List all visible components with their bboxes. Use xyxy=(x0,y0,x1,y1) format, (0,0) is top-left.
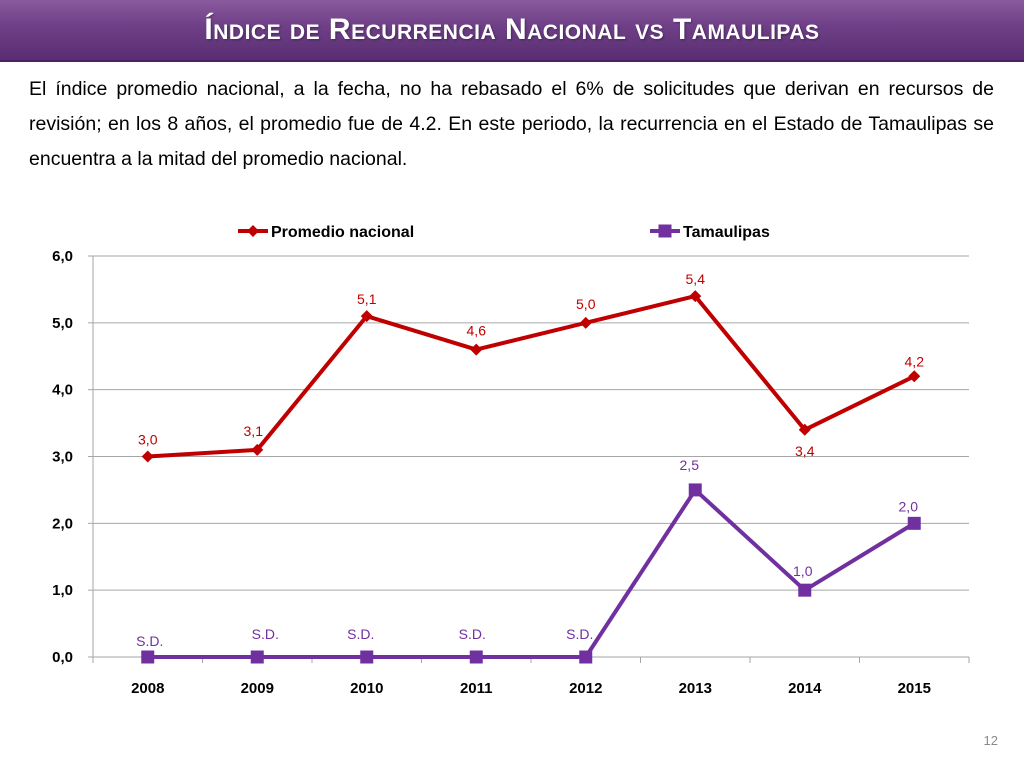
legend-marker-diamond xyxy=(247,225,259,237)
x-tick-label: 2015 xyxy=(898,680,931,697)
x-tick-label: 2011 xyxy=(460,680,493,697)
title-bar xyxy=(0,0,1024,62)
data-label: 2,5 xyxy=(680,457,700,473)
data-label: 1,0 xyxy=(793,563,813,579)
data-point-square xyxy=(798,583,812,597)
y-tick-label: 3,0 xyxy=(52,449,73,466)
legend-label: Tamaulipas xyxy=(683,224,770,241)
body-paragraph: El índice promedio nacional, a la fecha,… xyxy=(29,78,994,170)
data-label: 4,6 xyxy=(467,323,487,339)
data-label: 5,4 xyxy=(686,271,706,287)
data-point-square xyxy=(250,650,264,664)
axes: 0,0 1,0 2,0 3,0 4,0 5,0 6,0 2008 2009 2010 2011 201… xyxy=(52,248,970,697)
legend-marker-square xyxy=(658,224,672,238)
data-point-diamond xyxy=(798,423,811,436)
data-point-diamond xyxy=(360,310,373,323)
x-tick-label: 2014 xyxy=(788,680,822,697)
data-label: 4,2 xyxy=(905,353,925,369)
data-point-diamond xyxy=(470,343,483,356)
x-tick-label: 2012 xyxy=(569,680,602,697)
data-point-diamond xyxy=(141,450,154,463)
y-tick-label: 2,0 xyxy=(52,515,73,532)
slide-title: Índice de Recurrencia Nacional vs Tamaul… xyxy=(204,13,820,46)
data-point-square xyxy=(907,516,921,530)
data-label: S.D. xyxy=(252,626,279,642)
data-labels: 3,0 3,1 5,1 4,6 5,0 5,4 3,4 4,2 S.D. S.D. S.D. S.D.… xyxy=(136,271,924,649)
data-label: S.D. xyxy=(347,626,374,642)
data-label: 5,1 xyxy=(357,291,377,307)
x-tick-label: 2008 xyxy=(131,680,164,697)
series-line-0 xyxy=(147,294,916,459)
data-point-diamond xyxy=(689,290,702,303)
data-point-square xyxy=(141,650,155,664)
x-tick-label: 2013 xyxy=(679,680,712,697)
data-point-diamond xyxy=(251,443,264,456)
data-point-square xyxy=(579,650,593,664)
y-tick-label: 4,0 xyxy=(52,382,73,399)
data-point-square xyxy=(469,650,483,664)
data-label: 3,1 xyxy=(244,423,264,439)
x-tick-label: 2010 xyxy=(350,680,383,697)
legend: Promedio nacional Tamaulipas xyxy=(238,224,770,241)
y-tick-label: 5,0 xyxy=(52,315,73,332)
data-point-square xyxy=(360,650,374,664)
series-line-1 xyxy=(147,487,916,659)
data-point-diamond xyxy=(579,316,592,329)
data-label: 3,0 xyxy=(138,432,158,448)
data-label: 2,0 xyxy=(899,498,919,514)
data-label: 5,0 xyxy=(576,296,596,312)
data-label: S.D. xyxy=(136,633,163,649)
data-point-diamond xyxy=(908,370,921,383)
page-number: 12 xyxy=(983,733,998,748)
data-label: 3,4 xyxy=(795,443,815,459)
grid-lines xyxy=(93,255,969,591)
y-tick-label: 0,0 xyxy=(52,649,73,666)
y-tick-label: 6,0 xyxy=(52,248,73,265)
data-point-square xyxy=(688,483,702,497)
data-label: S.D. xyxy=(566,626,593,642)
series-lines xyxy=(141,290,921,664)
y-tick-label: 1,0 xyxy=(52,582,73,599)
data-label: S.D. xyxy=(459,626,486,642)
x-tick-label: 2009 xyxy=(241,680,274,697)
legend-label: Promedio nacional xyxy=(271,224,414,241)
